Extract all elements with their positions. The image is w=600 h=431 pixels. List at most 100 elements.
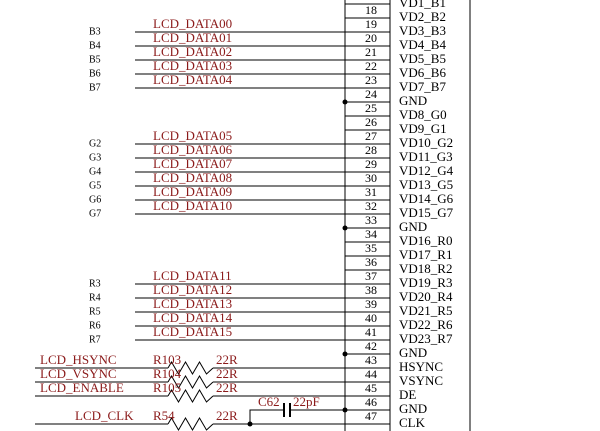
pin-number: 38 — [365, 283, 377, 297]
pin-number: 46 — [365, 395, 377, 409]
pin-number: 30 — [365, 171, 377, 185]
pin-name: VD23_R7 — [399, 331, 453, 346]
pin-number: 37 — [365, 269, 377, 283]
net-label: LCD_DATA14 — [153, 310, 233, 325]
resistor-value: 22R — [216, 366, 238, 381]
pin-number: 36 — [365, 255, 377, 269]
signal-label: G5 — [89, 180, 101, 191]
pin-name: VD14_G6 — [399, 191, 454, 206]
pin-number: 20 — [365, 31, 377, 45]
pin-number: 43 — [365, 353, 377, 367]
net-label: LCD_DATA05 — [153, 128, 232, 143]
wire — [249, 409, 345, 424]
signal-label: R4 — [89, 292, 101, 303]
resistor-ref: R104 — [153, 366, 182, 381]
net-label: LCD_DATA15 — [153, 324, 232, 339]
signal-label: R7 — [89, 334, 101, 345]
pin-number: 45 — [365, 381, 377, 395]
capacitor-value: 22pF — [293, 394, 320, 409]
signal-label: G7 — [89, 208, 101, 219]
signal-label: G4 — [89, 166, 101, 177]
signal-label: G3 — [89, 152, 101, 163]
net-label: LCD_DATA10 — [153, 198, 232, 213]
signal-label: B6 — [89, 68, 101, 79]
pin-number: 47 — [365, 409, 377, 423]
pin-name: VD11_G3 — [399, 149, 453, 164]
pin-name: VSYNC — [399, 373, 443, 388]
pin-number: 21 — [365, 45, 377, 59]
net-label: LCD_HSYNC — [40, 352, 117, 367]
pin-name: CLK — [399, 415, 426, 430]
pin-name: VD10_G2 — [399, 135, 453, 150]
net-label: LCD_ENABLE — [40, 380, 124, 395]
capacitor-ref: C62 — [258, 394, 280, 409]
pin-name: VD21_R5 — [399, 303, 452, 318]
resistor-value: 22R — [216, 352, 238, 367]
pin-name: VD20_R4 — [399, 289, 453, 304]
signal-label: R3 — [89, 278, 101, 289]
pin-number: 31 — [365, 185, 377, 199]
resistor-ref: R105 — [153, 380, 181, 395]
signal-label: B3 — [89, 26, 101, 37]
pin-name: VD16_R0 — [399, 233, 452, 248]
pin-number: 19 — [365, 17, 377, 31]
resistor-ref: R54 — [153, 408, 175, 423]
pin-name: VD2_B2 — [399, 9, 446, 24]
pin-name: VD17_R1 — [399, 247, 452, 262]
signal-label: R5 — [89, 306, 101, 317]
pin-number: 24 — [365, 87, 377, 101]
pin-number: 18 — [365, 3, 377, 17]
pin-number: 42 — [365, 339, 377, 353]
pin-number: 29 — [365, 157, 377, 171]
net-label: LCD_VSYNC — [40, 366, 117, 381]
net-label: LCD_CLK — [75, 408, 134, 423]
pin-name: VD22_R6 — [399, 317, 453, 332]
resistor — [167, 389, 214, 403]
pin-number: 35 — [365, 241, 377, 255]
pin-number: 39 — [365, 297, 377, 311]
net-label: LCD_DATA11 — [153, 268, 232, 283]
pin-name: VD9_G1 — [399, 121, 447, 136]
net-label: LCD_DATA13 — [153, 296, 232, 311]
signal-label: R6 — [89, 320, 101, 331]
pin-number: 22 — [365, 59, 377, 73]
signal-label: G2 — [89, 138, 101, 149]
pin-name: VD4_B4 — [399, 37, 446, 52]
pin-number: 34 — [365, 227, 377, 241]
pin-name: GND — [399, 401, 427, 416]
junction — [342, 225, 348, 231]
pin-number: 44 — [365, 367, 377, 381]
net-label: LCD_DATA04 — [153, 72, 233, 87]
pin-name: HSYNC — [399, 359, 443, 374]
pin-number: 23 — [365, 73, 377, 87]
pin-name: VD19_R3 — [399, 275, 452, 290]
pin-number: 26 — [365, 115, 377, 129]
pin-name: VD3_B3 — [399, 23, 446, 38]
pin-number: 27 — [365, 129, 377, 143]
pin-name: GND — [399, 93, 427, 108]
net-label: LCD_DATA06 — [153, 142, 233, 157]
pin-number: 25 — [365, 101, 377, 115]
resistor — [167, 361, 214, 375]
net-label: LCD_DATA09 — [153, 184, 232, 199]
pin-number: 40 — [365, 311, 377, 325]
signal-label: B7 — [89, 82, 101, 93]
pin-number: 32 — [365, 199, 377, 213]
signal-label: B5 — [89, 54, 101, 65]
pin-name: VD12_G4 — [399, 163, 454, 178]
net-label: LCD_DATA00 — [153, 16, 232, 31]
resistor-ref: R103 — [153, 352, 181, 367]
pin-name: VD1_B1 — [399, 0, 446, 10]
resistor-value: 22R — [216, 380, 238, 395]
pin-name: VD8_G0 — [399, 107, 447, 122]
net-label: LCD_DATA02 — [153, 44, 232, 59]
net-label: LCD_DATA07 — [153, 156, 233, 171]
net-label: LCD_DATA01 — [153, 30, 232, 45]
signal-label: B4 — [89, 40, 101, 51]
signal-label: G6 — [89, 194, 101, 205]
pin-name: GND — [399, 345, 427, 360]
junction — [342, 99, 348, 105]
pin-name: VD15_G7 — [399, 205, 454, 220]
pin-number: 41 — [365, 325, 377, 339]
